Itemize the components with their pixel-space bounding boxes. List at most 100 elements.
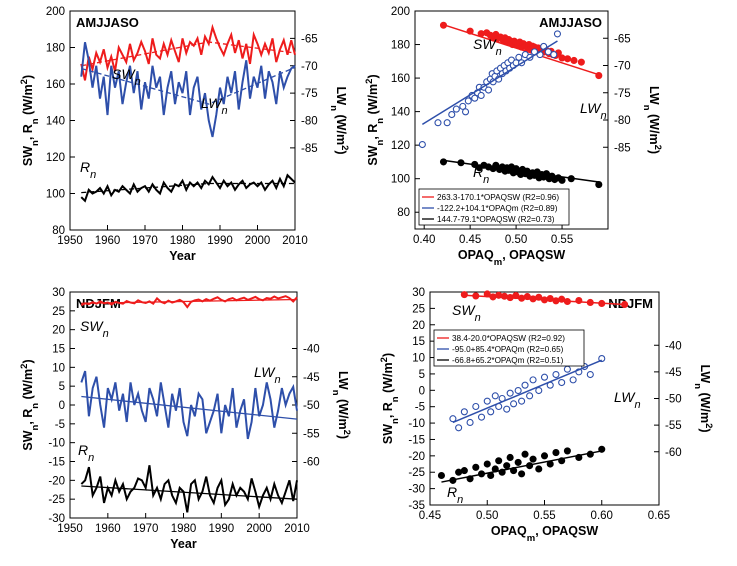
label-part: , R <box>381 402 395 418</box>
series-label-sub: n <box>600 110 606 122</box>
series-label-sub: n <box>634 399 640 411</box>
label-part: 2 <box>340 145 351 150</box>
y-tick-label: 25 <box>412 303 425 315</box>
y-tick-label: -10 <box>48 438 65 450</box>
data-point <box>526 392 534 400</box>
label-part: LW <box>647 86 661 105</box>
y2-tick-label: -70 <box>301 61 318 73</box>
label-part: n <box>30 403 41 409</box>
panel-b: 0.40 0.45 0.50 0.55 80 100 120 140 160 180 200 -65 -… <box>364 6 664 268</box>
y-tick-label: 15 <box>412 336 425 348</box>
data-point <box>472 402 480 411</box>
label-part: n <box>375 118 386 124</box>
label-part: LW <box>334 86 348 105</box>
data-point <box>466 418 474 427</box>
series-LWn <box>418 30 562 149</box>
legend-entry: 38.4-20.0*OPAQSW (R2=0.92) <box>452 334 565 343</box>
series-SWn <box>460 290 629 309</box>
series-label-sub: n <box>135 76 141 88</box>
series-label-lw: LWn <box>201 95 228 117</box>
x-tick-label: 0.50 <box>505 234 527 246</box>
x-tick-label: 1990 <box>209 523 235 535</box>
y2-tick-label: -80 <box>614 115 631 127</box>
series-label-text: R <box>80 159 90 175</box>
y-tick-label: -10 <box>408 418 425 430</box>
label-part: , OPAQSW <box>502 248 565 262</box>
series-label-r: Rn <box>78 442 94 464</box>
data-point <box>483 460 491 468</box>
y-axis-label: SWn, Rn (W/m2) <box>19 359 41 450</box>
y2-axis-label: LWn (W/m2) <box>331 371 353 439</box>
x-tick-label: 1960 <box>95 523 121 535</box>
y-tick-label: 140 <box>391 107 410 119</box>
y2-tick-label: -80 <box>301 116 318 128</box>
label-part: LW <box>336 371 350 390</box>
x-tick-label: 0.65 <box>648 510 670 522</box>
label-part: SW <box>366 145 380 165</box>
y-tick-label: 180 <box>391 40 410 52</box>
season-title: AMJJASO <box>76 15 139 30</box>
series-label-lw: LWn <box>614 389 641 411</box>
fit-line <box>442 159 599 183</box>
y-tick-label: -5 <box>55 419 65 431</box>
data-point <box>521 381 529 389</box>
y-tick-label: 0 <box>419 385 425 397</box>
data-point <box>558 378 566 387</box>
x-tick-label: 0.55 <box>551 234 573 246</box>
label-part: , OPAQSW <box>535 524 598 538</box>
data-point <box>540 452 549 460</box>
data-point <box>503 462 511 470</box>
label-part: ) <box>647 150 661 154</box>
x-tick-label: 1990 <box>207 235 233 247</box>
data-point <box>586 370 594 379</box>
label-part: n <box>390 396 401 402</box>
data-point <box>443 119 451 127</box>
data-point <box>434 119 442 127</box>
data-point <box>418 140 426 149</box>
series-label-r: Rn <box>473 164 489 186</box>
series-label-text: SW <box>473 36 497 52</box>
data-point <box>455 424 463 432</box>
legend-entry: -95.0+85.4*OPAQm (R2=0.65) <box>452 345 564 354</box>
y2-axis-label: LWn (W/m2) <box>693 364 715 432</box>
y-tick-label: 200 <box>391 6 410 18</box>
y2-tick-label: -75 <box>614 88 631 100</box>
y-tick-label: 120 <box>391 140 410 152</box>
label-part: m <box>527 533 535 544</box>
series-LWn <box>80 42 296 138</box>
y-tick-label: 180 <box>46 43 65 55</box>
series-label-text: LW <box>580 100 602 116</box>
label-part: SW <box>381 424 395 444</box>
data-point <box>464 97 472 105</box>
fit-line <box>452 359 603 424</box>
x-tick-label: 2000 <box>245 235 271 247</box>
series-label-text: LW <box>254 364 276 380</box>
label-part: 2 <box>704 423 715 428</box>
label-part: (W/m <box>336 396 350 430</box>
legend-entry: 263.3-170.1*OPAQSW (R2=0.96) <box>437 193 559 202</box>
x-axis-label: Year <box>169 249 196 263</box>
series-label-lw: LWn <box>580 100 607 122</box>
data-point <box>510 400 518 408</box>
label-part: (W/m <box>698 389 712 423</box>
series-label-sub: n <box>483 174 489 186</box>
series-Rn <box>439 158 603 189</box>
y2-axis-label: LWn (W/m2) <box>329 86 351 154</box>
y-tick-label: 25 <box>52 306 65 318</box>
x-tick-label: 0.55 <box>533 510 555 522</box>
series-SWn <box>80 295 298 309</box>
label-part: ) <box>334 150 348 154</box>
series-Rn <box>80 465 298 513</box>
x-axis-label: OPAQm, OPAQSW <box>491 524 599 544</box>
y2-tick-label: -50 <box>303 400 320 412</box>
y-axis-label: SWn, Rn (W/m2) <box>379 353 401 444</box>
data-point <box>518 397 526 405</box>
label-part: (W/m <box>334 111 348 145</box>
y-tick-label: -30 <box>48 513 65 525</box>
series-label-r: Rn <box>447 484 463 506</box>
series-label-sub: n <box>103 328 109 340</box>
series-Rn <box>437 445 606 484</box>
y-tick-label: 160 <box>46 79 65 91</box>
x-tick-label: 1950 <box>57 523 83 535</box>
fit-line <box>442 23 600 76</box>
